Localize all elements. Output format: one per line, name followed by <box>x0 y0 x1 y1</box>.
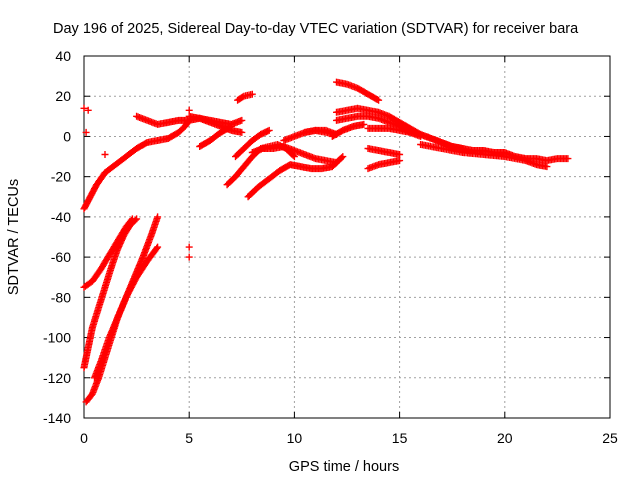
data-point <box>396 151 404 158</box>
y-tick-label: 40 <box>55 48 71 64</box>
series-arc-23 <box>417 141 551 171</box>
series-arc-22 <box>364 145 404 158</box>
x-axis-ticks: 0 5 10 15 20 25 <box>80 56 618 446</box>
series-arc-13 <box>248 143 340 167</box>
y-tick-label: -40 <box>51 209 71 225</box>
data-point <box>375 96 383 104</box>
data-point <box>339 153 347 161</box>
plot-frame <box>83 55 611 419</box>
y-tick-label: 20 <box>55 88 71 104</box>
series-arc-8 <box>196 122 235 150</box>
data-point <box>82 128 90 136</box>
data-point <box>290 153 298 161</box>
x-tick-label: 0 <box>80 430 88 446</box>
y-tick-label: -140 <box>43 410 71 426</box>
y-axis-label: SDTVAR / TECUs <box>6 179 22 295</box>
data-point <box>248 90 256 98</box>
data-point <box>154 243 162 251</box>
x-tick-label: 20 <box>497 430 513 446</box>
data-point <box>84 106 92 114</box>
data-point <box>564 155 572 163</box>
y-tick-label: -60 <box>51 249 71 265</box>
data-point <box>238 116 246 124</box>
series-isolated <box>80 104 193 261</box>
data-point <box>131 216 139 224</box>
series-arc-11 <box>232 126 273 161</box>
data-point <box>238 128 246 136</box>
data-point <box>227 122 235 130</box>
x-tick-label: 5 <box>185 430 193 446</box>
data-point <box>101 151 109 158</box>
series-arc-20 <box>364 124 467 152</box>
data-point <box>543 163 551 171</box>
grid <box>84 56 610 418</box>
data-point <box>185 106 193 114</box>
series-arc-7 <box>185 112 246 136</box>
series-arc-21 <box>364 157 404 173</box>
series-arc-1 <box>80 116 193 213</box>
series-arc-19 <box>328 120 368 140</box>
data-point <box>153 244 161 252</box>
y-tick-label: -20 <box>51 169 71 185</box>
data-point <box>333 159 340 167</box>
series-arc-16 <box>333 78 383 104</box>
series-arc-5 <box>91 243 162 382</box>
y-tick-label: -120 <box>43 370 71 386</box>
data-points <box>80 78 572 406</box>
data-point <box>185 253 193 261</box>
y-tick-label: -80 <box>51 289 71 305</box>
series-arc-9 <box>234 90 256 104</box>
x-tick-label: 15 <box>392 430 408 446</box>
series-arc-12 <box>244 153 347 201</box>
data-point <box>80 104 88 112</box>
data-point <box>154 213 162 221</box>
series-arc-3 <box>80 215 141 372</box>
y-tick-label: 0 <box>63 128 71 144</box>
chart-title: Day 196 of 2025, Sidereal Day-to-day VTE… <box>53 21 579 37</box>
data-point <box>133 215 141 223</box>
y-tick-label: -100 <box>43 330 71 346</box>
data-point <box>265 126 273 134</box>
data-point <box>338 154 346 162</box>
y-axis-ticks: -140 -120 -100 -80 -60 -40 -20 0 20 40 <box>43 48 610 426</box>
x-axis-label: GPS time / hours <box>289 459 399 475</box>
x-tick-label: 10 <box>287 430 303 446</box>
data-point <box>264 127 272 135</box>
data-point <box>360 120 368 128</box>
x-tick-label: 25 <box>602 430 618 446</box>
data-point <box>396 157 404 165</box>
series-arc-17 <box>333 104 572 165</box>
data-point <box>185 243 193 251</box>
